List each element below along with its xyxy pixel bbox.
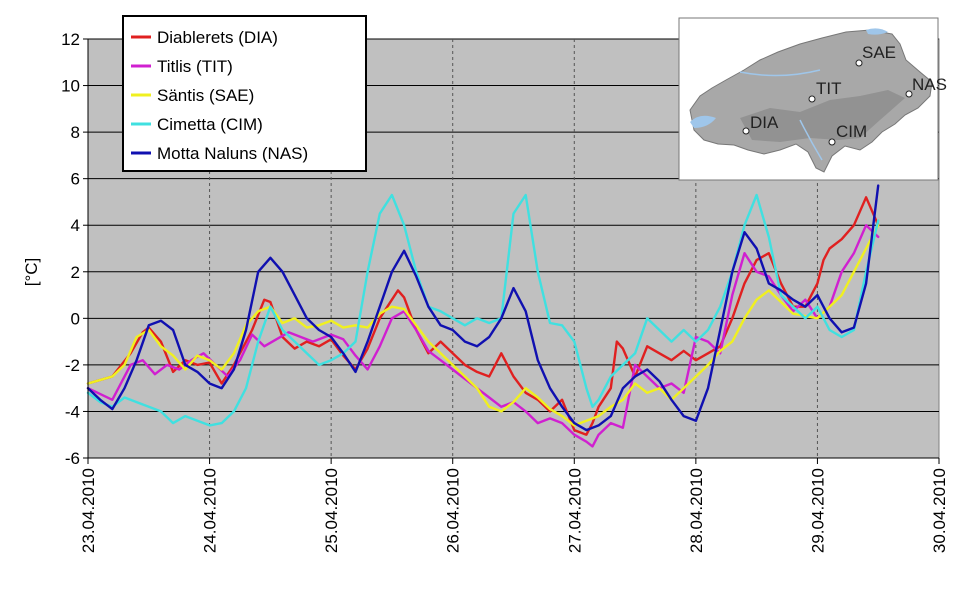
map-marker-dia [742, 127, 750, 135]
series-line-2 [86, 224, 880, 427]
series-line-4 [86, 184, 880, 432]
y-tick-label: 0 [71, 309, 80, 328]
legend-label: Motta Naluns (NAS) [157, 144, 308, 163]
x-tick-label: 29.04.2010 [808, 468, 827, 553]
axes: 12 10 8 6 4 2 0 -2 -4 -623.04.2010 24.04.2010 25.04… [61, 30, 949, 553]
map-marker-tit [808, 95, 816, 103]
y-tick-label: 2 [71, 263, 80, 282]
series-line-3 [86, 193, 880, 427]
map-lake-constance [866, 28, 888, 35]
map-marker-cim [828, 138, 836, 146]
y-tick-label: 12 [61, 30, 80, 49]
x-tick-label: 23.04.2010 [79, 468, 98, 553]
y-tick-label: 10 [61, 77, 80, 96]
x-tick-label: 30.04.2010 [930, 468, 949, 553]
y-tick-label: 6 [71, 170, 80, 189]
map-label-dia: DIA [750, 113, 779, 132]
series-lines [86, 184, 880, 448]
map-label-sae: SAE [862, 43, 896, 62]
legend-label: Titlis (TIT) [157, 57, 233, 76]
x-tick-label: 24.04.2010 [201, 468, 220, 553]
legend-box [122, 15, 367, 172]
legend-label: Säntis (SAE) [157, 86, 254, 105]
y-tick-label: 4 [71, 216, 80, 235]
map-terrain-shading [740, 90, 905, 142]
map-marker-sae [855, 59, 863, 67]
y-tick-label: 8 [71, 123, 80, 142]
y-axis-label: [°C] [22, 258, 41, 287]
x-tick-label: 28.04.2010 [687, 468, 706, 553]
legend: Diablerets (DIA) Titlis (TIT) Säntis (SAE)… [122, 15, 367, 172]
legend-label: Cimetta (CIM) [157, 115, 263, 134]
x-tick-label: 25.04.2010 [322, 468, 341, 553]
y-tick-label: -4 [65, 402, 80, 421]
map-rivers [739, 69, 823, 161]
map-label-nas: NAS [912, 75, 947, 94]
map-label-tit: TIT [816, 79, 842, 98]
map-label-cim: CIM [836, 122, 867, 141]
y-tick-label: -2 [65, 356, 80, 375]
x-tick-label: 27.04.2010 [565, 468, 584, 553]
map-marker-nas [905, 90, 913, 98]
map-lake-geneva [690, 115, 716, 128]
x-tick-label: 26.04.2010 [444, 468, 463, 553]
switzerland-map-inset: SAE TIT NAS DIA CIM [678, 17, 947, 181]
legend-label: Diablerets (DIA) [157, 28, 278, 47]
y-tick-label: -6 [65, 449, 80, 468]
